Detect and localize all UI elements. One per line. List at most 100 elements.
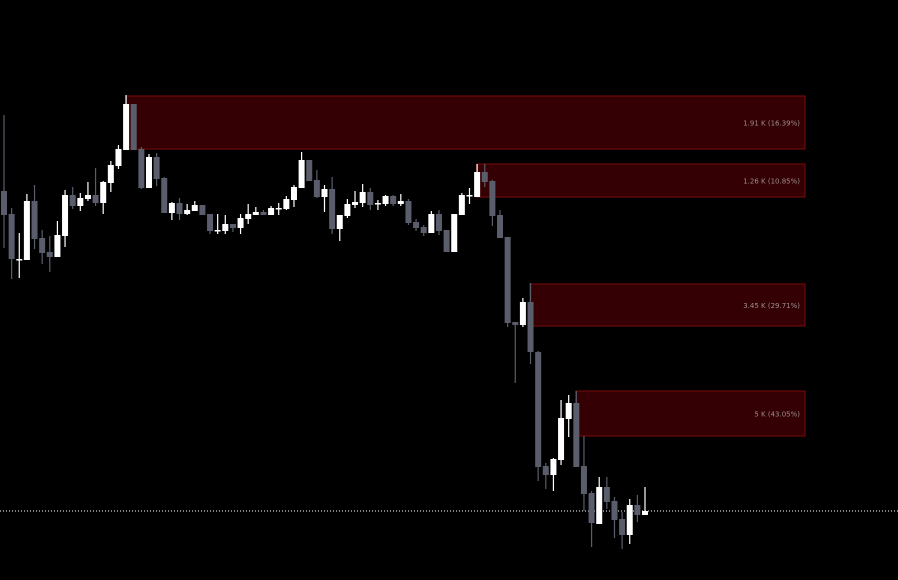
bearish-candle [39, 230, 46, 264]
candle-body [428, 214, 435, 233]
volume-zones [124, 95, 806, 437]
volume-zone [575, 390, 806, 437]
candle-body [321, 189, 328, 197]
bullish-candle [565, 395, 572, 437]
bearish-candle [504, 237, 511, 327]
bearish-candle [8, 208, 15, 279]
candle-body [138, 149, 145, 188]
bullish-candle [298, 152, 305, 188]
candle-body [283, 199, 290, 209]
bullish-candle [352, 191, 359, 208]
candle-body [222, 224, 229, 231]
candle-body [451, 214, 458, 252]
zone-label: 1.26 K (10.85%) [743, 178, 800, 186]
candle-body [100, 182, 107, 203]
bullish-candle [222, 215, 229, 234]
bullish-candle [191, 201, 198, 211]
bullish-candle [115, 145, 122, 169]
candle-body [497, 215, 504, 238]
candle-body [596, 487, 603, 524]
bearish-candle [199, 205, 206, 215]
bullish-candle [474, 164, 481, 197]
bullish-candle [77, 193, 84, 211]
candle-body [237, 218, 244, 228]
candle-body [199, 205, 206, 215]
bearish-candle [634, 495, 641, 522]
candle-body [31, 201, 38, 239]
candle-body [588, 493, 595, 523]
bearish-candle [443, 230, 450, 252]
bullish-candle [107, 161, 114, 192]
bullish-candle [100, 181, 107, 214]
candle-body [611, 501, 618, 520]
bullish-candle [374, 200, 381, 210]
bullish-candle [283, 196, 290, 210]
candle-body [573, 403, 580, 467]
candle-body [344, 204, 351, 216]
candle-body [268, 208, 275, 215]
bearish-candle [46, 236, 53, 272]
candle-body [489, 181, 496, 216]
candle-body [481, 172, 488, 182]
bearish-candle [153, 153, 160, 186]
bullish-candle [466, 188, 473, 204]
zone-label: 1.91 K (16.39%) [743, 120, 800, 128]
candle-body [443, 230, 450, 252]
bullish-candle [359, 184, 366, 207]
candle-body [458, 195, 465, 215]
bullish-candle [382, 195, 389, 206]
candle-body [405, 201, 412, 223]
bearish-candle [573, 391, 580, 467]
candle-body [435, 214, 442, 231]
candle-body [54, 235, 61, 257]
bearish-candle [1, 115, 7, 248]
bullish-candle [62, 190, 69, 247]
candle-body [214, 230, 221, 232]
bearish-candle [489, 180, 496, 226]
candle-body [191, 205, 198, 211]
candle-body [512, 322, 519, 325]
bullish-candle [550, 458, 557, 491]
bearish-candle [329, 177, 336, 234]
candles [1, 95, 648, 549]
bullish-candle [16, 233, 23, 278]
bearish-candle [138, 147, 145, 189]
bullish-candle [168, 202, 175, 220]
candle-body [329, 189, 336, 229]
bullish-candle [626, 499, 633, 544]
bullish-candle [344, 199, 351, 218]
candle-body [275, 208, 282, 210]
bearish-candle [130, 104, 137, 150]
bearish-candle [603, 477, 610, 509]
bearish-candle [580, 436, 587, 511]
candle-body [580, 466, 587, 494]
bullish-candle [428, 211, 435, 233]
bearish-candle [481, 164, 488, 187]
candle-body [8, 214, 15, 259]
candle-body [390, 196, 397, 204]
candle-body [23, 201, 30, 260]
candle-body [130, 104, 137, 150]
candle-body [352, 202, 359, 205]
bullish-candle [145, 154, 152, 188]
candle-body [84, 195, 91, 199]
volume-zone [476, 163, 806, 198]
candle-body [252, 212, 259, 215]
candle-body [542, 466, 549, 475]
bearish-candle [390, 195, 397, 206]
candle-body [313, 180, 320, 197]
bullish-candle [596, 477, 603, 524]
candle-body [260, 212, 267, 215]
candle-body [107, 165, 114, 183]
candle-body [519, 302, 526, 325]
bearish-candle [420, 225, 427, 236]
bullish-candle [290, 185, 297, 207]
bearish-candle [619, 512, 626, 549]
candle-body [535, 352, 542, 467]
bearish-candle [161, 177, 168, 213]
bearish-candle [405, 199, 412, 225]
candle-body [46, 252, 53, 257]
candle-body [634, 505, 641, 515]
candle-body [336, 215, 343, 229]
candle-body [474, 172, 481, 197]
